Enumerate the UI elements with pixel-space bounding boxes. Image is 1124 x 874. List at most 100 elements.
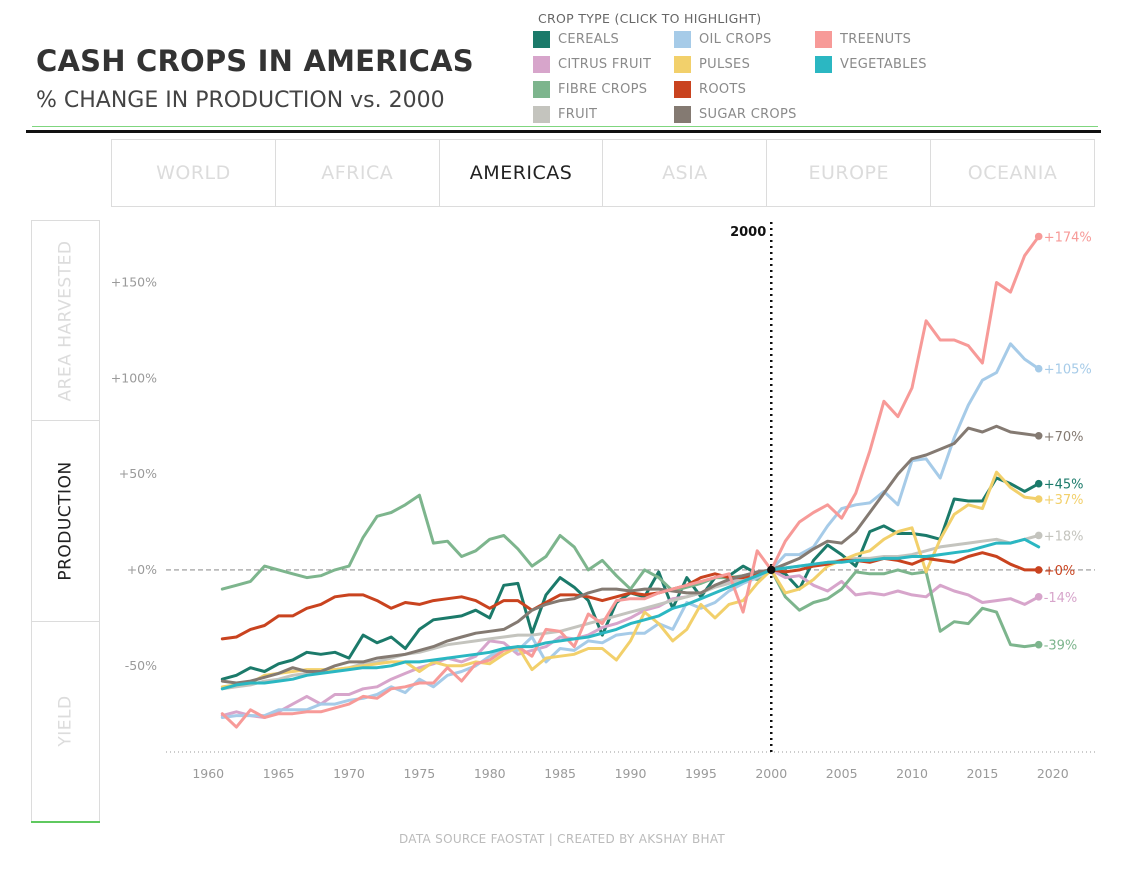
y-tick-label: +100%: [111, 370, 157, 385]
legend-swatch: [674, 31, 691, 48]
tab-europe[interactable]: EUROPE: [767, 140, 932, 206]
legend-item-roots[interactable]: ROOTS: [674, 81, 746, 98]
legend-swatch: [674, 56, 691, 73]
series-end-point: [1034, 531, 1043, 540]
x-tick-label: 2000: [755, 766, 787, 781]
legend-label: ROOTS: [699, 82, 747, 97]
x-tick-label: 1995: [685, 766, 717, 781]
x-tick-label: 1970: [333, 766, 365, 781]
series-end-label: +37%: [1044, 493, 1084, 508]
series-end-label: +70%: [1044, 430, 1084, 445]
tab-asia[interactable]: ASIA: [603, 140, 768, 206]
series-end-label: +18%: [1044, 529, 1084, 544]
x-tick-label: 1980: [474, 766, 506, 781]
series-end-label: +45%: [1044, 478, 1084, 493]
series-roots: +0%: [220, 551, 1076, 641]
metric-area-harvested[interactable]: AREA HARVESTED: [32, 221, 99, 422]
series-end-point: [1034, 432, 1043, 440]
series-line-roots: [220, 551, 1041, 641]
series-line-sugar-crops: [220, 424, 1041, 685]
y-tick-label: +150%: [111, 274, 157, 289]
series-end-point: [1034, 232, 1043, 241]
legend-label: PULSES: [699, 57, 751, 72]
series-line-citrus-fruit: [220, 568, 1041, 719]
legend-item-pulses[interactable]: PULSES: [674, 56, 750, 73]
series-end-point: [1034, 592, 1043, 601]
y-tick-label: +50%: [119, 466, 157, 481]
legend-swatch: [674, 106, 691, 123]
series-cereals: +45%: [220, 476, 1084, 681]
series-line-pulses: [220, 470, 1041, 689]
legend-item-fibre-crops[interactable]: FIBRE CROPS: [533, 81, 647, 98]
series-end-point: [1034, 566, 1043, 574]
series-end-point: [1034, 495, 1043, 503]
series-end-label: +105%: [1044, 363, 1092, 378]
legend-swatch: [815, 56, 832, 73]
series-line-oil-crops: [220, 342, 1041, 719]
series-end-label: -14%: [1044, 591, 1078, 606]
legend-item-citrus-fruit[interactable]: CITRUS FRUIT: [533, 56, 651, 73]
x-tick-label: 1965: [263, 766, 295, 781]
legend-label: OIL CROPS: [699, 32, 772, 47]
legend-item-treenuts[interactable]: TREENUTS: [815, 31, 911, 48]
series-fibre-crops: -39%: [220, 493, 1078, 654]
page-title: CASH CROPS IN AMERICAS: [36, 44, 474, 78]
x-tick-label: 2005: [826, 766, 858, 781]
legend-item-vegetables[interactable]: VEGETABLES: [815, 56, 927, 73]
legend-label: VEGETABLES: [840, 57, 927, 72]
tab-oceania[interactable]: OCEANIA: [967, 162, 1058, 184]
x-tick-label: 1960: [192, 766, 224, 781]
y-tick-label: +0%: [127, 562, 157, 577]
legend-item-sugar-crops[interactable]: SUGAR CROPS: [674, 106, 797, 123]
legend-label: FRUIT: [558, 107, 598, 122]
x-tick-label: 1975: [403, 766, 435, 781]
series-line-fibre-crops: [220, 493, 1041, 649]
series-end-label: -39%: [1044, 639, 1078, 654]
legend-item-oil-crops[interactable]: OIL CROPS: [674, 31, 772, 48]
legend-swatch: [533, 106, 550, 123]
legend-item-fruit[interactable]: FRUIT: [533, 106, 597, 123]
x-tick-label: 2010: [896, 766, 928, 781]
series-treenuts: +174%: [220, 230, 1092, 729]
series-end-label: +0%: [1044, 564, 1076, 579]
x-tick-label: 1990: [615, 766, 647, 781]
series-end-point: [1034, 640, 1043, 649]
tab-africa[interactable]: AFRICA: [276, 140, 440, 206]
header-divider-green: [32, 126, 1098, 127]
series-citrus-fruit: -14%: [220, 568, 1078, 719]
series-end-label: +174%: [1044, 230, 1092, 245]
footer-credit: DATA SOURCE FAOSTAT | CREATED BY AKSHAY …: [398, 832, 726, 846]
metric-production[interactable]: PRODUCTION: [32, 421, 99, 622]
series-line-treenuts: [220, 235, 1041, 729]
reference-point-2000: [767, 565, 776, 575]
series-line-cereals: [220, 476, 1041, 681]
series-vegetables: [220, 537, 1041, 691]
page-subtitle: % CHANGE IN PRODUCTION vs. 2000: [36, 88, 445, 113]
legend-label: CEREALS: [558, 32, 620, 47]
x-tick-label: 2020: [1037, 766, 1069, 781]
header-divider: [26, 130, 1101, 133]
reference-line-label: 2000: [730, 225, 766, 240]
legend-swatch: [674, 81, 691, 98]
region-tabs: WORLD AFRICA AMERICAS ASIA EUROPE OCEANI…: [111, 139, 1095, 207]
legend-item-cereals[interactable]: CEREALS: [533, 31, 619, 48]
tab-world[interactable]: WORLD: [112, 140, 276, 206]
series-end-point: [1034, 364, 1043, 373]
series-pulses: +37%: [220, 470, 1084, 689]
x-tick-label: 2015: [966, 766, 998, 781]
x-tick-label: 1985: [544, 766, 576, 781]
legend-label: FIBRE CROPS: [558, 82, 648, 97]
y-tick-label: -50%: [125, 658, 157, 673]
metric-indicator: [31, 821, 100, 823]
legend-label: SUGAR CROPS: [699, 107, 797, 122]
series-sugar-crops: +70%: [220, 424, 1084, 685]
series-line-vegetables: [220, 537, 1041, 691]
legend-label: CITRUS FRUIT: [558, 57, 652, 72]
legend-swatch: [815, 31, 832, 48]
legend-swatch: [533, 56, 550, 73]
tab-americas[interactable]: AMERICAS: [440, 140, 604, 206]
series-line-fruit: [220, 534, 1041, 691]
legend-label: TREENUTS: [840, 32, 912, 47]
legend-title: CROP TYPE (CLICK TO HIGHLIGHT): [538, 11, 762, 26]
